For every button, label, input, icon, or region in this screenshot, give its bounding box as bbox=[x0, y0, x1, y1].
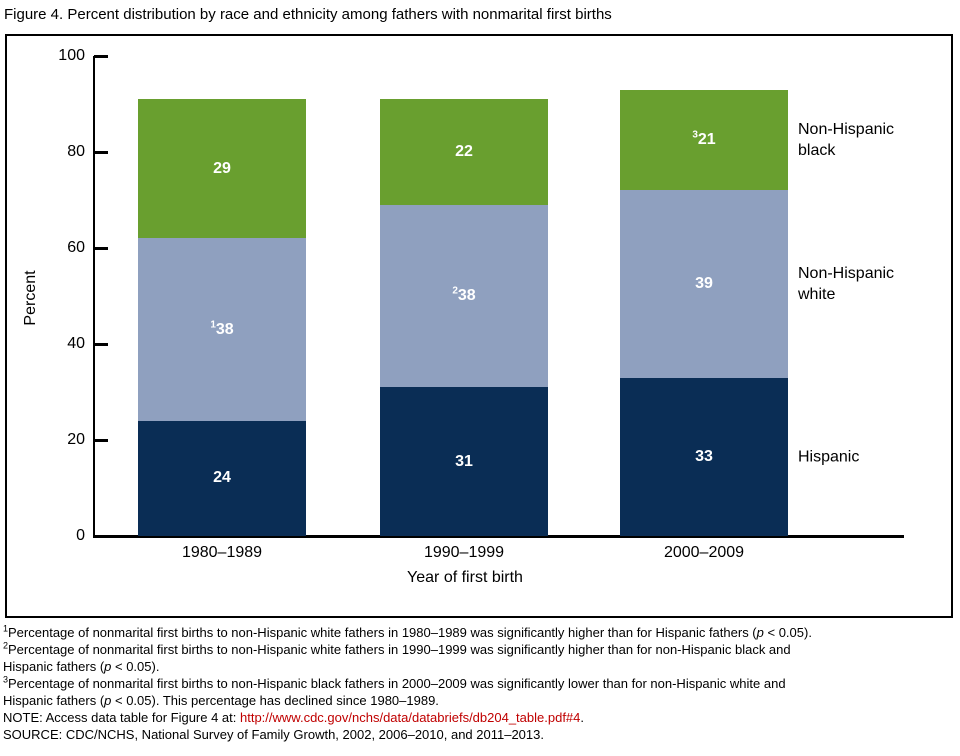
figure-title: Figure 4. Percent distribution by race a… bbox=[4, 6, 612, 23]
footnote-text: < 0.05). This percentage has declined si… bbox=[111, 693, 439, 708]
footnote-superscript: 2 bbox=[3, 640, 9, 651]
footnote-text: < 0.05). bbox=[763, 625, 812, 640]
footnote-superscript: 3 bbox=[3, 674, 9, 685]
footnote-text: Hispanic fathers ( bbox=[3, 693, 105, 708]
footnote-text: . bbox=[580, 710, 585, 725]
chart-frame bbox=[5, 34, 953, 618]
footnote-text: Hispanic fathers ( bbox=[3, 659, 105, 674]
footnotes: 1Percentage of nonmarital first births t… bbox=[3, 624, 957, 743]
footnote-text: Percentage of nonmarital first births to… bbox=[8, 642, 791, 657]
footnote-line: 1Percentage of nonmarital first births t… bbox=[3, 624, 957, 641]
italic-p: p bbox=[104, 693, 112, 708]
footnote-text: SOURCE: CDC/NCHS, National Survey of Fam… bbox=[3, 727, 544, 742]
footnote-line: SOURCE: CDC/NCHS, National Survey of Fam… bbox=[3, 726, 957, 743]
footnote-line: Hispanic fathers (p < 0.05). This percen… bbox=[3, 692, 957, 709]
footnote-superscript: 1 bbox=[3, 623, 9, 634]
x-axis-title: Year of first birth bbox=[407, 569, 523, 586]
footnote-line: 3Percentage of nonmarital first births t… bbox=[3, 675, 957, 692]
footnote-line: 2Percentage of nonmarital first births t… bbox=[3, 641, 957, 658]
y-axis-title: Percent bbox=[22, 270, 39, 326]
italic-p: p bbox=[756, 625, 764, 640]
footnote-text: Percentage of nonmarital first births to… bbox=[8, 676, 786, 691]
italic-p: p bbox=[104, 659, 112, 674]
footnote-text: NOTE: Access data table for Figure 4 at: bbox=[3, 710, 240, 725]
data-table-link[interactable]: http://www.cdc.gov/nchs/data/databriefs/… bbox=[240, 710, 581, 725]
footnote-text: Percentage of nonmarital first births to… bbox=[8, 625, 757, 640]
footnote-line: NOTE: Access data table for Figure 4 at:… bbox=[3, 709, 957, 726]
footnote-text: < 0.05). bbox=[111, 659, 160, 674]
footnote-line: Hispanic fathers (p < 0.05). bbox=[3, 658, 957, 675]
